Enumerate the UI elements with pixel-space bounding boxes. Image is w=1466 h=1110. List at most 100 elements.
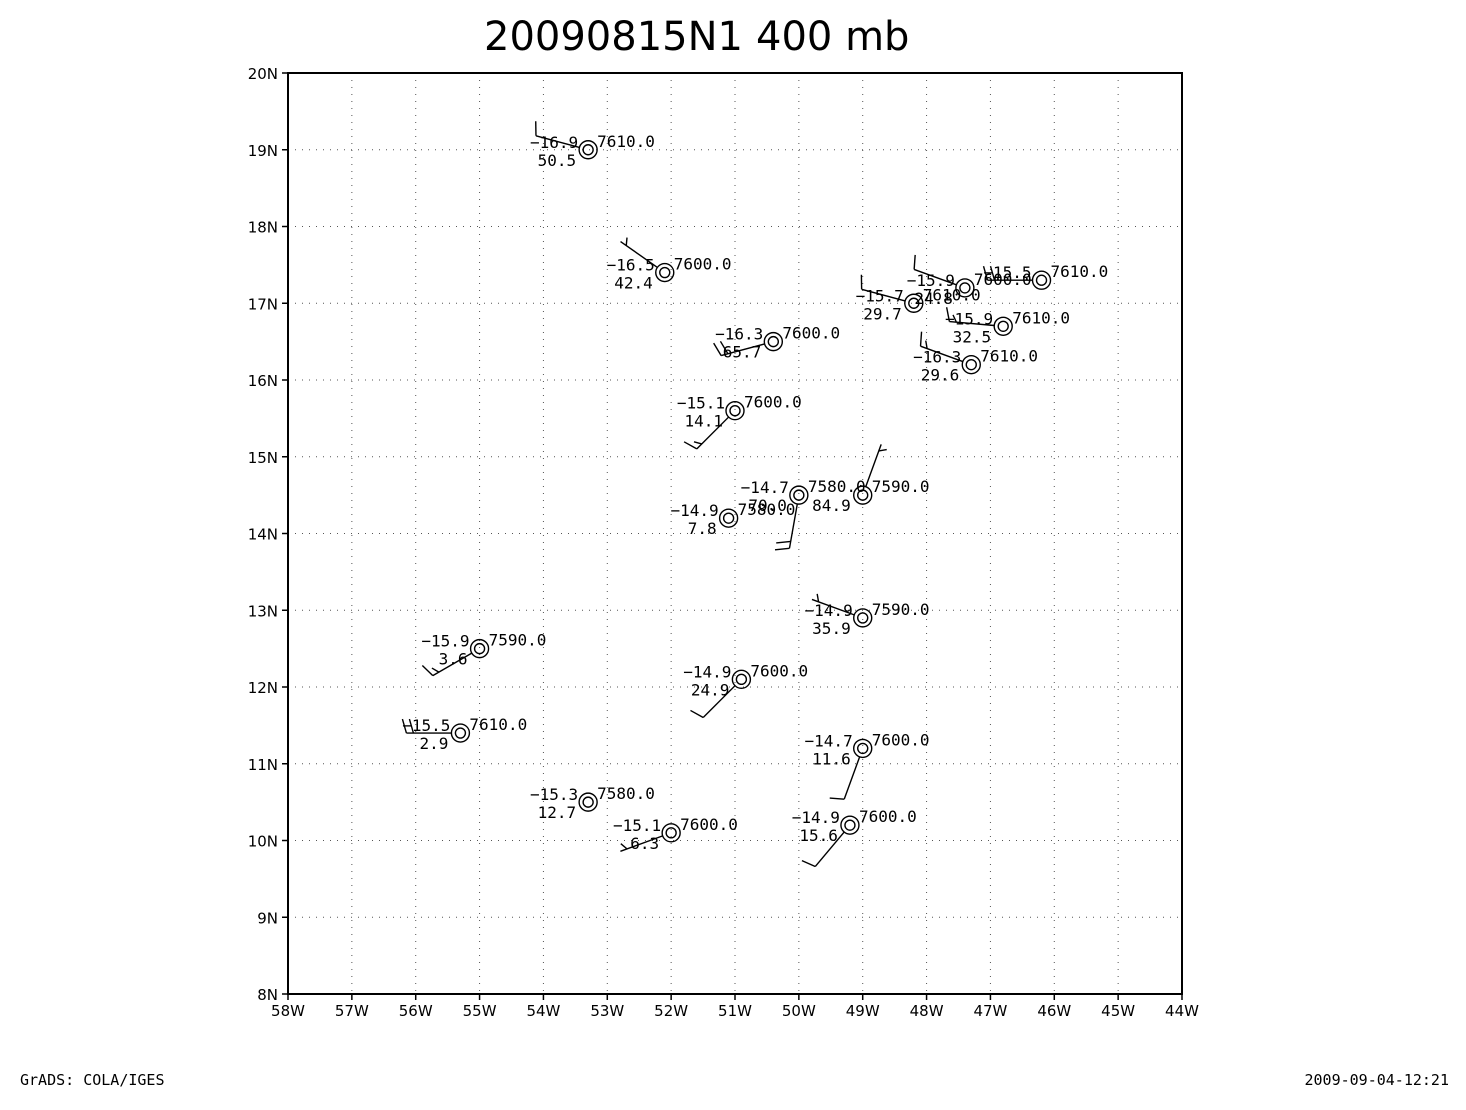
humidity-label: 24.8 bbox=[914, 289, 953, 308]
x-tick-label: 55W bbox=[463, 1002, 497, 1020]
station-plot: −16.542.4 7600.0 bbox=[607, 237, 732, 293]
wind-barb-feather bbox=[431, 667, 440, 673]
height-label: 7590.0 bbox=[489, 631, 547, 650]
x-tick-label: 58W bbox=[271, 1002, 305, 1020]
station-inner-ring-icon bbox=[473, 642, 486, 655]
height-label: 7580.0 bbox=[808, 477, 866, 496]
wind-barb-feather bbox=[829, 797, 845, 800]
wind-barb-feather bbox=[408, 718, 415, 734]
height-label: 7600.0 bbox=[680, 815, 738, 834]
humidity-label: 6.3 bbox=[630, 834, 659, 853]
height-label: 7610.0 bbox=[980, 347, 1038, 366]
pressure-level: 400 mb bbox=[756, 14, 909, 60]
station-inner-ring-icon bbox=[959, 282, 971, 294]
wind-barb-feather bbox=[683, 441, 698, 450]
wind-barb-feather bbox=[774, 547, 790, 551]
humidity-label: 3.6 bbox=[439, 650, 468, 669]
station-outer-ring-icon bbox=[450, 723, 471, 743]
y-tick-label: 19N bbox=[248, 142, 278, 160]
wind-barb-feather bbox=[945, 307, 951, 322]
height-label: 7600.0 bbox=[750, 661, 808, 680]
station-outer-ring-icon bbox=[578, 792, 598, 812]
wind-barb-shaft bbox=[702, 685, 736, 719]
humidity-label: 7.8 bbox=[688, 519, 717, 538]
wind-barb-feather bbox=[401, 718, 408, 734]
station-outer-ring-icon bbox=[731, 669, 752, 690]
x-tick-label: 50W bbox=[782, 1002, 816, 1020]
y-tick-label: 20N bbox=[248, 65, 278, 83]
station-inner-ring-icon bbox=[729, 405, 741, 417]
wind-barb-shaft bbox=[865, 444, 882, 487]
height-label: 7610.0 bbox=[1012, 308, 1070, 327]
software-credit: GrADS: COLA/IGES bbox=[20, 1071, 165, 1089]
station-inner-ring-icon bbox=[793, 489, 805, 501]
y-tick-label: 10N bbox=[248, 833, 278, 851]
x-tick-label: 45W bbox=[1101, 1002, 1135, 1020]
temperature-label: −15.3 bbox=[530, 785, 578, 804]
x-tick-label: 54W bbox=[526, 1002, 560, 1020]
wind-barb-feather bbox=[421, 664, 434, 677]
humidity-label: 70.0 bbox=[748, 496, 787, 515]
humidity-label: 11.6 bbox=[812, 749, 851, 768]
humidity-label: 2.9 bbox=[420, 734, 449, 753]
station-inner-ring-icon bbox=[665, 827, 677, 839]
wind-barb-feather bbox=[989, 266, 996, 281]
station-outer-ring-icon bbox=[840, 815, 860, 835]
humidity-label: 29.6 bbox=[921, 366, 960, 385]
station-inner-ring-icon bbox=[767, 335, 780, 348]
y-tick-label: 17N bbox=[248, 295, 278, 313]
station-plot: −15.52.9 7610.0 bbox=[401, 715, 527, 753]
station-outer-ring-icon bbox=[993, 316, 1013, 336]
station-inner-ring-icon bbox=[722, 512, 735, 524]
wind-barb-shaft bbox=[811, 598, 855, 616]
wind-barb-shaft bbox=[620, 835, 663, 852]
y-tick-label: 14N bbox=[248, 526, 278, 544]
station-inner-ring-icon bbox=[997, 320, 1009, 332]
height-label: 7610.0 bbox=[1051, 262, 1109, 281]
height-label: 7600.0 bbox=[674, 255, 732, 274]
height-label: 7590.0 bbox=[872, 600, 930, 619]
humidity-label: 24.9 bbox=[691, 680, 730, 699]
wind-barb-feather bbox=[925, 340, 928, 349]
height-label: 7590.0 bbox=[872, 477, 930, 496]
wind-barb-feather bbox=[693, 441, 702, 445]
height-label: 7580.0 bbox=[738, 500, 796, 519]
grid bbox=[288, 73, 1182, 994]
temperature-label: −15.9 bbox=[907, 271, 955, 290]
temperature-label: −15.9 bbox=[945, 309, 993, 328]
temperature-label: −16.5 bbox=[607, 256, 655, 275]
station-plot: −15.932.5 7610.0 bbox=[945, 307, 1070, 346]
height-label: 7610.0 bbox=[597, 132, 655, 151]
temperature-label: −15.5 bbox=[983, 263, 1031, 282]
temperature-label: −14.9 bbox=[683, 662, 731, 681]
height-label: 7580.0 bbox=[597, 784, 655, 803]
temperature-label: −16.3 bbox=[715, 325, 763, 344]
height-label: 7610.0 bbox=[469, 715, 527, 734]
humidity-label: 32.5 bbox=[953, 327, 992, 346]
y-tick-label: 12N bbox=[248, 679, 278, 697]
station-outer-ring-icon bbox=[718, 508, 739, 528]
x-tick-label: 46W bbox=[1037, 1002, 1071, 1020]
station-plot: 84.9 7590.0 bbox=[812, 444, 930, 515]
timestamp: 2009-09-04-12:21 bbox=[1305, 1071, 1450, 1089]
temperature-label: −15.1 bbox=[613, 816, 661, 835]
station-outer-ring-icon bbox=[904, 293, 924, 313]
wind-barb-shaft bbox=[913, 268, 957, 286]
height-label: 7610.0 bbox=[923, 285, 981, 304]
station-plot: −15.312.7 7580.0 bbox=[530, 784, 655, 822]
temperature-label: −14.9 bbox=[792, 808, 840, 827]
station-outer-ring-icon bbox=[725, 401, 745, 421]
longitude-axis: 58W 57W 56W 55W 54W 53W 52W 51W 50W 49W 48W 47W 46W 4… bbox=[271, 994, 1199, 1020]
wind-barb-shaft bbox=[620, 241, 658, 268]
humidity-label: 50.5 bbox=[538, 151, 577, 170]
latitude-axis: 8N 9N 10N 11N 12N 13N 14N 15N 16N 17N 18N 19N 20N bbox=[248, 65, 288, 1004]
wind-barb-shaft bbox=[949, 320, 995, 327]
y-tick-label: 13N bbox=[248, 602, 278, 620]
y-tick-label: 15N bbox=[248, 449, 278, 467]
wind-barb-shaft bbox=[788, 503, 798, 549]
station-plot: −16.329.6 7610.0 bbox=[913, 331, 1038, 385]
